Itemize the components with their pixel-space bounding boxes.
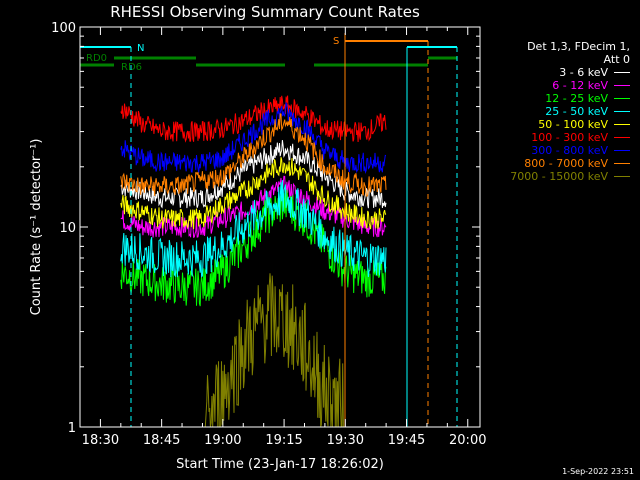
x-tick-label: 20:00 bbox=[449, 433, 486, 448]
flag-label-rd0: RD0 bbox=[86, 53, 107, 64]
legend-label: 50 - 100 keV bbox=[538, 118, 608, 131]
legend-label: 800 - 7000 keV bbox=[524, 157, 608, 170]
legend-swatch bbox=[614, 85, 630, 86]
series-line bbox=[203, 273, 345, 428]
series-line bbox=[120, 180, 387, 278]
legend-item: 300 - 800 keV bbox=[498, 144, 634, 157]
series-6 bbox=[120, 95, 387, 143]
y-tick-label: 10 bbox=[59, 221, 76, 236]
x-axis-label: Start Time (23-Jan-17 18:26:02) bbox=[176, 457, 384, 472]
x-tick-label: 19:00 bbox=[204, 433, 241, 448]
legend-header-line-1: Det 1,3, FDecim 1, bbox=[527, 40, 630, 53]
series-1 bbox=[120, 140, 387, 209]
flag-label-s: S bbox=[333, 36, 339, 47]
series-line bbox=[120, 157, 387, 230]
chart-title: RHESSI Observing Summary Count Rates bbox=[110, 3, 420, 21]
legend-label: 100 - 300 keV bbox=[531, 131, 608, 144]
legend-swatch bbox=[614, 111, 630, 112]
legend-swatch bbox=[614, 98, 630, 99]
legend-item: 6 - 12 keV bbox=[498, 79, 634, 92]
x-tick-label: 18:30 bbox=[82, 433, 119, 448]
legend-header-line-2: Att 0 bbox=[603, 53, 630, 66]
legend-label: 25 - 50 keV bbox=[545, 105, 608, 118]
legend-label: 12 - 25 keV bbox=[545, 92, 608, 105]
series-line bbox=[120, 101, 387, 174]
timestamp: 1-Sep-2022 23:51 bbox=[562, 467, 634, 476]
y-axis-label: Count Rate (s⁻¹ detector⁻¹) bbox=[29, 139, 44, 316]
legend-swatch bbox=[614, 124, 630, 125]
legend-item: 25 - 50 keV bbox=[498, 105, 634, 118]
legend-swatch bbox=[614, 176, 630, 177]
series-5 bbox=[120, 157, 387, 230]
legend-swatch bbox=[614, 137, 630, 138]
legend-label: 6 - 12 keV bbox=[552, 79, 608, 92]
legend-item: 800 - 7000 keV bbox=[498, 157, 634, 170]
legend-label: 3 - 6 keV bbox=[559, 66, 608, 79]
y-tick-label: 100 bbox=[51, 21, 76, 36]
legend-item: 3 - 6 keV bbox=[498, 66, 634, 79]
series-line bbox=[120, 95, 387, 143]
legend-swatch bbox=[614, 150, 630, 151]
x-tick-label: 18:45 bbox=[143, 433, 180, 448]
x-tick-label: 19:30 bbox=[327, 433, 364, 448]
legend-swatch bbox=[614, 72, 630, 73]
legend-item: 12 - 25 keV bbox=[498, 92, 634, 105]
legend-item: 50 - 100 keV bbox=[498, 118, 634, 131]
legend-label: 7000 - 15000 keV bbox=[510, 170, 608, 183]
x-tick-label: 19:45 bbox=[388, 433, 425, 448]
series-7 bbox=[120, 101, 387, 174]
legend-item: 100 - 300 keV bbox=[498, 131, 634, 144]
series-8 bbox=[120, 113, 387, 197]
series-4 bbox=[120, 180, 387, 278]
legend: Det 1,3, FDecim 1, Att 0 3 - 6 keV 6 - 12… bbox=[498, 40, 634, 183]
y-tick-label: 1 bbox=[68, 421, 76, 436]
x-tick-label: 19:15 bbox=[265, 433, 302, 448]
series-line bbox=[120, 113, 387, 197]
series-3 bbox=[120, 189, 387, 307]
series-line bbox=[120, 189, 387, 307]
flag-label-n: N bbox=[137, 43, 144, 54]
series-line bbox=[120, 140, 387, 209]
flag-label-rd6: RD6 bbox=[121, 62, 142, 73]
legend-item: 7000 - 15000 keV bbox=[498, 170, 634, 183]
legend-label: 300 - 800 keV bbox=[531, 144, 608, 157]
series-9 bbox=[203, 273, 345, 428]
legend-swatch bbox=[614, 163, 630, 164]
flag-bars: N S RD0 RD6 bbox=[80, 33, 458, 427]
